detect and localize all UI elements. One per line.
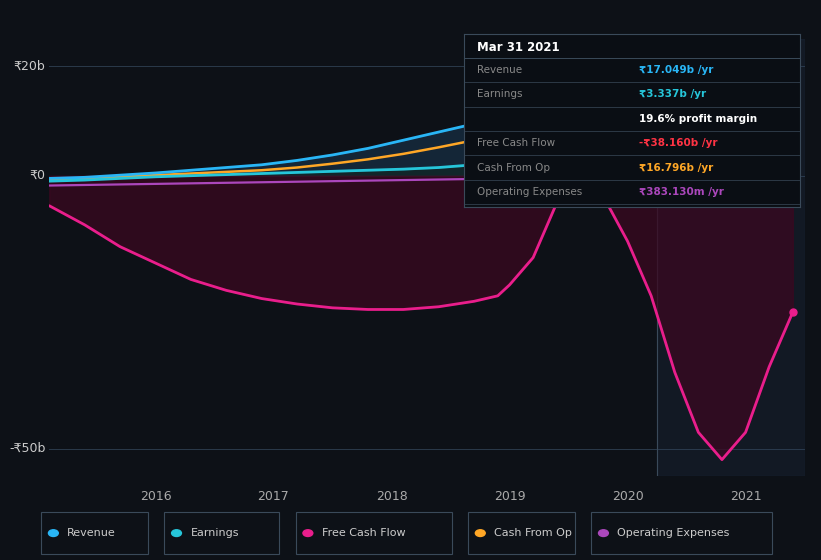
Text: Earnings: Earnings: [477, 90, 523, 99]
Text: ₹20b: ₹20b: [14, 60, 45, 73]
Text: 2016: 2016: [140, 489, 172, 503]
Text: ₹17.049b /yr: ₹17.049b /yr: [639, 65, 713, 75]
Bar: [657, 39, 805, 476]
Text: 19.6% profit margin: 19.6% profit margin: [639, 114, 757, 124]
Text: Earnings: Earnings: [190, 528, 239, 538]
Text: ₹0: ₹0: [30, 169, 45, 182]
Text: ₹16.796b /yr: ₹16.796b /yr: [639, 163, 713, 172]
Text: Free Cash Flow: Free Cash Flow: [322, 528, 406, 538]
Text: Free Cash Flow: Free Cash Flow: [477, 138, 556, 148]
Text: 2020: 2020: [612, 489, 644, 503]
Text: Cash From Op: Cash From Op: [477, 163, 550, 172]
Text: 2019: 2019: [493, 489, 525, 503]
Text: Cash From Op: Cash From Op: [494, 528, 572, 538]
Text: ₹383.130m /yr: ₹383.130m /yr: [639, 187, 724, 197]
Text: 2017: 2017: [258, 489, 289, 503]
Text: 2018: 2018: [376, 489, 407, 503]
Text: -₹38.160b /yr: -₹38.160b /yr: [639, 138, 718, 148]
Text: 2021: 2021: [730, 489, 761, 503]
Text: Mar 31 2021: Mar 31 2021: [477, 41, 560, 54]
Text: Revenue: Revenue: [477, 65, 522, 75]
Text: ₹3.337b /yr: ₹3.337b /yr: [639, 90, 706, 99]
Text: Operating Expenses: Operating Expenses: [617, 528, 730, 538]
Text: -₹50b: -₹50b: [9, 442, 45, 455]
Text: Operating Expenses: Operating Expenses: [477, 187, 583, 197]
Text: Revenue: Revenue: [67, 528, 116, 538]
